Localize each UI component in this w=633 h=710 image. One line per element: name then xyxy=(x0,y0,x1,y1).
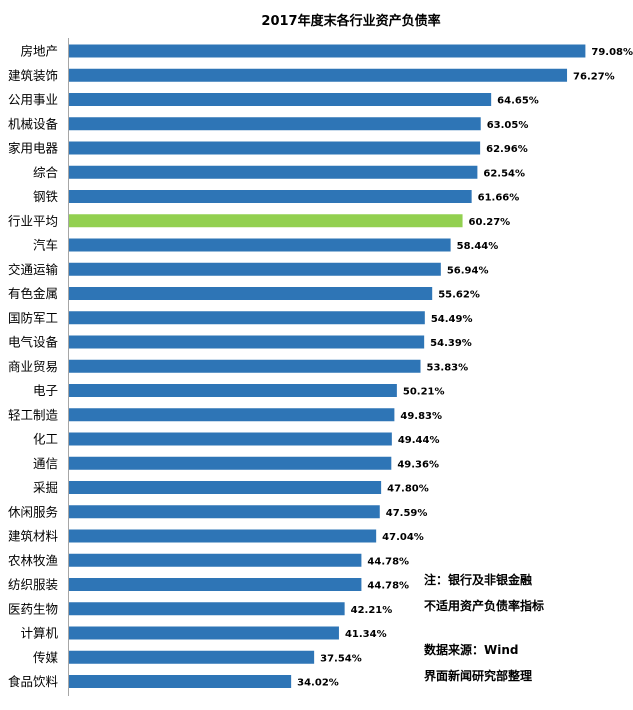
value-label-11: 54.49% xyxy=(431,314,473,325)
value-label-10: 55.62% xyxy=(438,290,480,301)
bar-13 xyxy=(69,359,421,373)
bar-16 xyxy=(69,432,392,446)
value-label-21: 44.78% xyxy=(367,556,409,567)
category-label-16: 化工 xyxy=(33,432,58,447)
bar-2 xyxy=(69,93,492,106)
value-label-19: 47.59% xyxy=(386,508,428,519)
value-label-1: 76.27% xyxy=(573,71,615,82)
bar-26 xyxy=(69,675,292,688)
bar-11 xyxy=(69,311,425,325)
bar-5 xyxy=(69,165,478,179)
value-label-3: 63.05% xyxy=(487,120,529,131)
bar-7 xyxy=(69,214,463,228)
source-line: 数据来源：Wind xyxy=(424,643,519,657)
bar-22 xyxy=(69,578,362,591)
bar-10 xyxy=(69,287,433,300)
bar-4 xyxy=(69,141,481,155)
value-label-2: 64.65% xyxy=(497,96,539,107)
category-label-17: 通信 xyxy=(33,456,58,471)
category-label-0: 房地产 xyxy=(20,44,58,59)
category-label-20: 建筑材料 xyxy=(8,529,59,544)
category-label-19: 休闲服务 xyxy=(8,504,58,519)
bar-18 xyxy=(69,481,382,494)
value-label-9: 56.94% xyxy=(447,265,489,276)
bar-20 xyxy=(69,529,377,543)
bar-24 xyxy=(69,626,339,640)
category-label-12: 电气设备 xyxy=(8,335,59,350)
category-label-6: 钢铁 xyxy=(33,189,59,204)
note-line-1: 注：银行及非银金融 xyxy=(424,573,533,587)
value-label-20: 47.04% xyxy=(382,532,424,543)
category-label-8: 汽车 xyxy=(33,238,58,253)
category-label-15: 轻工制造 xyxy=(8,407,59,422)
category-label-5: 综合 xyxy=(33,165,59,180)
category-label-21: 农林牧渔 xyxy=(8,553,58,568)
bar-21 xyxy=(69,553,362,567)
bar-15 xyxy=(69,408,395,422)
value-label-12: 54.39% xyxy=(430,338,472,349)
bar-0 xyxy=(69,44,586,58)
value-label-8: 58.44% xyxy=(457,241,499,252)
value-label-5: 62.54% xyxy=(483,168,525,179)
bar-1 xyxy=(69,68,568,82)
value-label-26: 34.02% xyxy=(297,678,339,689)
bar-17 xyxy=(69,456,392,470)
bar-19 xyxy=(69,505,380,519)
bar-8 xyxy=(69,238,451,252)
category-label-23: 医药生物 xyxy=(8,601,58,616)
footnote: 注：银行及非银金融 不适用资产负债率指标 数据来源：Wind 界面新闻研究部整理 xyxy=(424,567,544,689)
value-label-7: 60.27% xyxy=(469,217,511,228)
category-label-4: 家用电器 xyxy=(8,141,59,156)
category-label-10: 有色金属 xyxy=(8,286,58,301)
category-label-2: 公用事业 xyxy=(8,92,58,107)
value-label-23: 42.21% xyxy=(351,605,393,616)
value-label-15: 49.83% xyxy=(400,411,442,422)
bar-12 xyxy=(69,335,425,349)
category-label-18: 采掘 xyxy=(33,480,58,495)
value-label-0: 79.08% xyxy=(591,47,633,58)
category-label-25: 传媒 xyxy=(33,650,59,665)
value-label-16: 49.44% xyxy=(398,435,440,446)
value-label-4: 62.96% xyxy=(486,144,528,155)
value-label-24: 41.34% xyxy=(345,629,387,640)
category-label-14: 电子 xyxy=(33,383,58,398)
value-label-17: 49.36% xyxy=(397,459,439,470)
value-label-25: 37.54% xyxy=(320,653,362,664)
category-label-13: 商业贸易 xyxy=(8,359,58,374)
bar-3 xyxy=(69,117,481,131)
bar-23 xyxy=(69,602,345,616)
value-label-18: 47.80% xyxy=(387,484,429,495)
value-label-22: 44.78% xyxy=(367,581,409,592)
bar-6 xyxy=(69,190,472,203)
category-label-26: 食品饮料 xyxy=(8,674,59,689)
category-label-11: 国防军工 xyxy=(8,310,58,325)
category-label-7: 行业平均 xyxy=(8,213,58,228)
note-line-2: 不适用资产负债率指标 xyxy=(424,599,545,613)
bar-25 xyxy=(69,650,315,664)
category-label-1: 建筑装饰 xyxy=(8,68,58,83)
bar-9 xyxy=(69,262,441,276)
category-label-3: 机械设备 xyxy=(8,116,59,131)
category-label-9: 交通运输 xyxy=(8,262,59,277)
credit-line: 界面新闻研究部整理 xyxy=(424,669,533,683)
category-label-22: 纺织服装 xyxy=(8,577,58,592)
chart-title: 2017年度末各行业资产负债率 xyxy=(261,13,440,29)
category-label-24: 计算机 xyxy=(20,626,58,641)
value-label-6: 61.66% xyxy=(478,193,520,204)
value-label-14: 50.21% xyxy=(403,387,445,398)
bar-14 xyxy=(69,384,397,397)
value-label-13: 53.83% xyxy=(427,362,469,373)
